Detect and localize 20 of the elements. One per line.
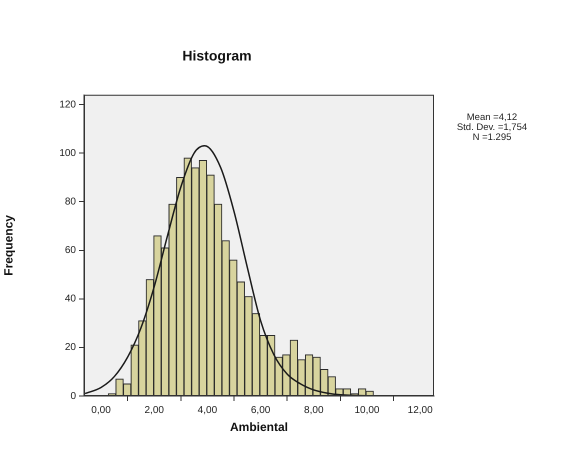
x-axis-title: Ambiental xyxy=(230,420,288,434)
y-tick-label: 40 xyxy=(64,294,76,305)
text: Std. Dev. =1,754 xyxy=(456,122,528,133)
y-tick-label: 80 xyxy=(64,196,76,208)
x-tick-label: 12,00 xyxy=(408,404,434,416)
y-tick-label: 60 xyxy=(64,245,76,256)
x-tick-label: 0,00 xyxy=(91,404,112,416)
text: Mean =4,12 xyxy=(466,112,518,123)
chart-title: Histogram xyxy=(182,47,252,64)
y-tick-label: 120 xyxy=(59,99,76,110)
y-tick-label: 100 xyxy=(59,148,76,159)
x-tick-label: 2,00 xyxy=(144,404,164,416)
y-tick-label: 20 xyxy=(64,342,76,354)
x-tick-label: 6,00 xyxy=(250,404,271,416)
x-tick-label: 4,00 xyxy=(198,404,218,416)
y-axis-title: Frequency xyxy=(2,214,16,276)
x-tick-label: 10,00 xyxy=(354,404,380,416)
x-tick-label: 8,00 xyxy=(304,404,324,416)
y-tick-label: 0 xyxy=(70,390,76,402)
text: N =1.295 xyxy=(472,132,512,143)
